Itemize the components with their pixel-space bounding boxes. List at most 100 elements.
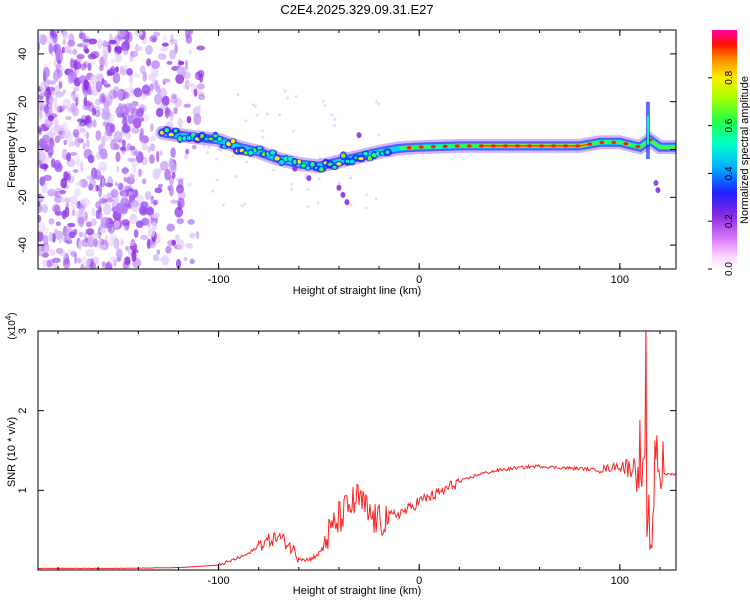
spectrogram-noise-blob [75,181,84,187]
spectrogram-noise-blob [374,197,378,201]
spectrogram-noise-blob [101,264,106,269]
spectrogram-noise-blob [121,140,127,147]
spectrogram-noise-blob [49,127,58,137]
spectrogram-noise-blob [40,80,47,92]
spectrogram-noise-blob [148,154,155,164]
colorbar-ticks: 0.0 0.2 0.4 0.6 0.8 [708,70,735,276]
spectrogram-track-blob-core [297,159,301,164]
spectrogram-noise-blob [121,167,129,174]
spectrogram-noise-blob [102,40,108,48]
spectrogram-noise-blob [127,84,134,93]
spectrogram-noise-blob [126,68,133,76]
spectrogram-track-blob-core [363,151,368,156]
spectrogram-noise-blob [75,155,81,167]
spectrogram-track-blob-core [332,165,337,169]
spectrogram-noise-blob [65,197,71,203]
spectrogram-stray-blob [306,175,312,182]
spectrogram-noise-blob [187,219,195,225]
colorbar-label: Normalized spectral amplitude [739,76,750,224]
spectrogram-noise-blob [151,212,160,219]
spectrogram-noise-blob [46,34,52,45]
spectrogram-noise-blob [164,168,171,181]
spectrogram-noise-blob [112,234,118,240]
spectrogram-noise-blob [102,122,111,127]
spectrogram-noise-blob [174,43,178,55]
spectrogram-noise-blob [173,107,178,115]
spectrogram-noise-blob [215,178,219,182]
spectrogram-noise-blob [133,189,139,199]
spectrogram-noise-blob [56,105,65,113]
spectrogram-noise-blob [85,105,92,111]
spectrogram-noise-blob [145,206,155,216]
spectrogram-noise-blob [189,232,195,239]
spectrogram-noise-blob [102,120,107,125]
spectrogram-noise-blob [79,199,87,205]
spectrogram-noise-blob [161,42,169,47]
spectrogram-noise-blob [89,178,97,188]
spectrogram-peak-dot [442,144,448,148]
colorbar-tick-label: 0.8 [724,70,735,84]
spectrogram-noise-blob [113,258,117,267]
spectrogram-noise-blob [103,97,110,107]
spectrogram-noise-blob [123,91,131,99]
spectrogram-noise-blob [165,245,172,254]
spectrogram-noise-blob [116,257,122,262]
spectrogram-noise-blob [377,102,381,106]
spectrogram-noise-blob [63,139,67,146]
spectrogram-noise-blob [106,130,113,137]
spectrogram-xtick-label: 100 [611,274,629,286]
spectrogram-noise-blob [291,129,295,133]
spectrogram-noise-blob [147,146,151,153]
spectrogram-noise-blob [72,168,79,174]
spectrogram-noise-blob [183,256,188,261]
spectrogram-noise-blob [92,184,97,193]
spectrogram-noise-blob [133,87,143,98]
spectrogram-noise-blob [170,147,176,158]
spectrogram-noise-blob [96,73,104,81]
spectrogram-noise-blob [107,71,114,77]
spectrogram-noise-blob [323,104,327,108]
spectrogram-ylabel: Frequency (Hz) [6,112,18,188]
spectrogram-noise-blob [68,33,75,44]
spectrogram-noise-blob [294,95,298,99]
spectrogram-noise-blob [91,256,100,265]
spectrogram-noise-blob [196,45,206,51]
spectrogram-noise-blob [115,151,121,163]
spectrogram-ytick-label: 0 [17,146,29,152]
spectrogram-peak-dot [587,142,593,146]
spectrogram-noise-blob [98,187,102,198]
spectrogram-noise-blob [102,92,111,98]
spectrogram-noise-blob [117,182,124,191]
spectrogram-peak-dot [430,145,436,149]
spectrogram-noise-blob [170,33,174,42]
spectrogram-noise-blob [39,151,46,164]
spectrogram-noise-blob [195,231,200,239]
spectrogram-noise-blob [144,191,152,201]
spectrogram-track-blob-core [327,162,333,166]
spectrogram-noise-blob [170,199,178,204]
spectrogram-noise-blob [114,54,122,63]
spectrogram-noise-blob [124,256,131,266]
spectrogram-noise-blob [86,175,93,180]
spectrogram-stray-blob [340,191,346,198]
spectrogram-track-blob-core [164,128,170,133]
spectrogram-noise-blob [215,157,219,161]
spectrogram-noise-blob [62,128,71,139]
spectrogram-noise-blob [53,85,61,94]
spectrogram-noise-blob [185,242,194,249]
spectrogram-noise-blob [46,79,56,85]
spectrogram-peak-dot [599,140,605,144]
spectrogram-noise-blob [240,204,244,208]
spectrogram-noise-blob [147,228,156,238]
spectrogram-track-blob-core [367,155,373,161]
spectrogram-noise-blob [61,104,68,110]
spectrogram-noise-blob [290,182,294,186]
spectrogram-track-blob-core [305,166,311,170]
spectrogram-noise-blob [119,205,128,214]
spectrogram-noise-blob [146,58,152,67]
spectrogram-noise-blob [124,222,130,231]
spectrogram-noise-blob [85,228,95,235]
spectrogram-noise-blob [186,115,192,124]
snr-xtick-label: -100 [208,575,230,587]
spectrogram-noise-blob [55,221,62,227]
